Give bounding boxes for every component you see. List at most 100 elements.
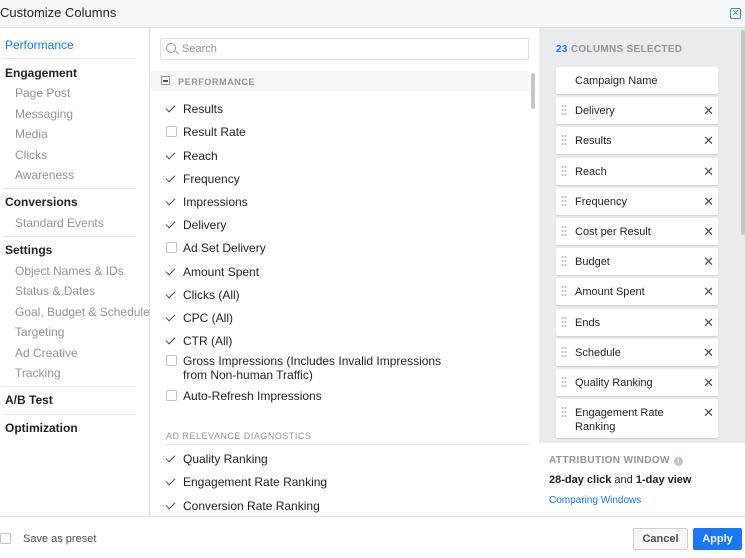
checkbox[interactable] <box>166 219 177 230</box>
selected-column-card[interactable]: ✕ Engagement Rate Ranking <box>556 399 718 439</box>
drag-handle-icon[interactable] <box>561 164 567 177</box>
scrollbar[interactable] <box>531 73 535 109</box>
cancel-button[interactable]: Cancel <box>633 528 688 550</box>
comparing-windows-link[interactable]: Comparing Windows <box>549 495 642 506</box>
sidebar-item-optimization[interactable]: Optimization <box>5 421 78 435</box>
divider <box>2 236 136 237</box>
sidebar-subitem[interactable]: Goal, Budget & Schedule <box>15 304 150 319</box>
column-checkbox-item[interactable]: Conversion Rate Ranking <box>166 499 320 513</box>
sidebar-subitem[interactable]: Object Names & IDs <box>15 264 124 278</box>
sidebar-subitem[interactable]: Page Post <box>15 86 71 100</box>
selected-column-card[interactable]: ✕ Ends <box>556 308 718 336</box>
remove-icon[interactable]: ✕ <box>703 103 714 119</box>
remove-icon[interactable]: ✕ <box>703 224 714 239</box>
sidebar-subitem[interactable]: Clicks <box>15 147 47 162</box>
column-checkbox-item[interactable]: CPC (All) <box>166 311 233 325</box>
checkbox[interactable] <box>166 476 177 487</box>
remove-icon[interactable]: ✕ <box>703 254 714 270</box>
column-checkbox-item[interactable]: Auto-Refresh Impressions <box>166 389 322 403</box>
drag-handle-icon[interactable] <box>561 194 567 207</box>
sidebar-subitem[interactable]: Tracking <box>15 366 61 380</box>
close-icon[interactable]: ✕ <box>730 8 741 19</box>
selected-column-card[interactable]: Campaign Name <box>556 67 718 94</box>
checkbox[interactable] <box>166 500 177 511</box>
selected-column-card[interactable]: ✕ Budget <box>556 248 718 276</box>
remove-icon[interactable]: ✕ <box>703 314 714 330</box>
checkbox[interactable] <box>166 390 177 401</box>
checkbox[interactable] <box>166 289 177 300</box>
column-checkbox-item[interactable]: Clicks (All) <box>166 288 240 302</box>
selected-column-card[interactable]: ✕ Amount Spent <box>556 278 718 306</box>
collapse-icon[interactable] <box>161 76 170 85</box>
drag-handle-icon[interactable] <box>561 406 567 419</box>
checkbox[interactable] <box>166 355 177 366</box>
column-checkbox-item[interactable]: Quality Ranking <box>166 452 268 466</box>
sidebar-subitem[interactable]: Status & Dates <box>15 284 96 299</box>
sidebar-item-conversions[interactable]: Conversions <box>5 195 78 209</box>
remove-icon[interactable]: ✕ <box>703 375 714 390</box>
column-checkbox-item[interactable]: Impressions <box>166 195 248 209</box>
drag-handle-icon[interactable] <box>561 376 567 388</box>
checkbox[interactable] <box>166 196 177 207</box>
drag-handle-icon[interactable] <box>561 104 567 117</box>
selected-column-card[interactable]: ✕ Cost per Result <box>556 218 718 245</box>
section-header-performance[interactable]: PERFORMANCE <box>151 71 529 91</box>
column-name: Campaign Name <box>575 75 658 87</box>
selected-column-card[interactable]: ✕ Frequency <box>556 187 718 215</box>
checkbox[interactable] <box>166 150 177 161</box>
checkbox[interactable] <box>166 312 177 323</box>
sidebar-subitem[interactable]: Targeting <box>15 325 65 340</box>
remove-icon[interactable]: ✕ <box>703 284 714 300</box>
sidebar-item-performance[interactable]: Performance <box>5 38 74 52</box>
remove-icon[interactable]: ✕ <box>703 405 714 421</box>
search-input[interactable]: Search <box>160 38 529 60</box>
checkbox[interactable] <box>166 173 177 184</box>
sidebar-subitem[interactable]: Awareness <box>15 168 75 182</box>
drag-handle-icon[interactable] <box>561 255 567 268</box>
column-checkbox-item[interactable]: Results <box>166 102 223 116</box>
sidebar-subitem[interactable]: Ad Creative <box>15 345 78 360</box>
selected-column-card[interactable]: ✕ Delivery <box>556 97 718 125</box>
checkbox[interactable] <box>166 242 177 253</box>
checkbox[interactable] <box>166 335 177 346</box>
drag-handle-icon[interactable] <box>561 225 567 237</box>
apply-button[interactable]: Apply <box>693 528 742 550</box>
column-checkbox-item[interactable]: Engagement Rate Ranking <box>166 475 327 489</box>
remove-icon[interactable]: ✕ <box>703 133 714 149</box>
selected-scrollbar[interactable] <box>741 30 745 235</box>
column-checkbox-item[interactable]: CTR (All) <box>166 334 232 348</box>
column-checkbox-item[interactable]: Delivery <box>166 218 226 232</box>
save-preset-checkbox[interactable] <box>0 533 11 544</box>
sidebar-item-ab-test[interactable]: A/B Test <box>5 393 53 407</box>
remove-icon[interactable]: ✕ <box>703 193 714 209</box>
column-checkbox-item[interactable]: Amount Spent <box>166 265 259 279</box>
item-label: Amount Spent <box>183 265 260 279</box>
drag-handle-icon[interactable] <box>561 345 567 358</box>
columns-selected-count: 23 COLUMNS SELECTED <box>556 44 683 55</box>
sidebar-subitem[interactable]: Media <box>15 127 48 141</box>
selected-column-card[interactable]: ✕ Quality Ranking <box>556 369 718 396</box>
column-checkbox-item[interactable]: Ad Set Delivery <box>166 241 266 255</box>
sidebar-item-settings[interactable]: Settings <box>5 243 53 257</box>
selected-column-card[interactable]: ✕ Reach <box>556 157 718 185</box>
selected-column-card[interactable]: ✕ Results <box>556 127 718 155</box>
sidebar-subitem[interactable]: Messaging <box>15 106 74 121</box>
info-icon[interactable]: i <box>673 457 683 466</box>
sidebar-item-engagement[interactable]: Engagement <box>5 66 78 80</box>
checkbox[interactable] <box>166 453 177 464</box>
selected-column-card[interactable]: ✕ Schedule <box>556 338 718 366</box>
drag-handle-icon[interactable] <box>561 315 567 328</box>
column-checkbox-item[interactable]: Gross Impressions (Includes Invalid Impr… <box>166 354 458 382</box>
checkbox[interactable] <box>166 126 177 137</box>
drag-handle-icon[interactable] <box>561 285 567 298</box>
checkbox[interactable] <box>166 103 177 114</box>
checkbox[interactable] <box>166 266 177 277</box>
remove-icon[interactable]: ✕ <box>703 344 714 360</box>
column-checkbox-item[interactable]: Reach <box>166 149 218 163</box>
drag-handle-icon[interactable] <box>561 134 567 147</box>
column-checkbox-item[interactable]: Result Rate <box>166 125 246 139</box>
save-preset-label[interactable]: Save as preset <box>23 533 97 545</box>
column-checkbox-item[interactable]: Frequency <box>166 172 240 186</box>
remove-icon[interactable]: ✕ <box>703 163 714 179</box>
sidebar-subitem[interactable]: Standard Events <box>15 216 104 230</box>
